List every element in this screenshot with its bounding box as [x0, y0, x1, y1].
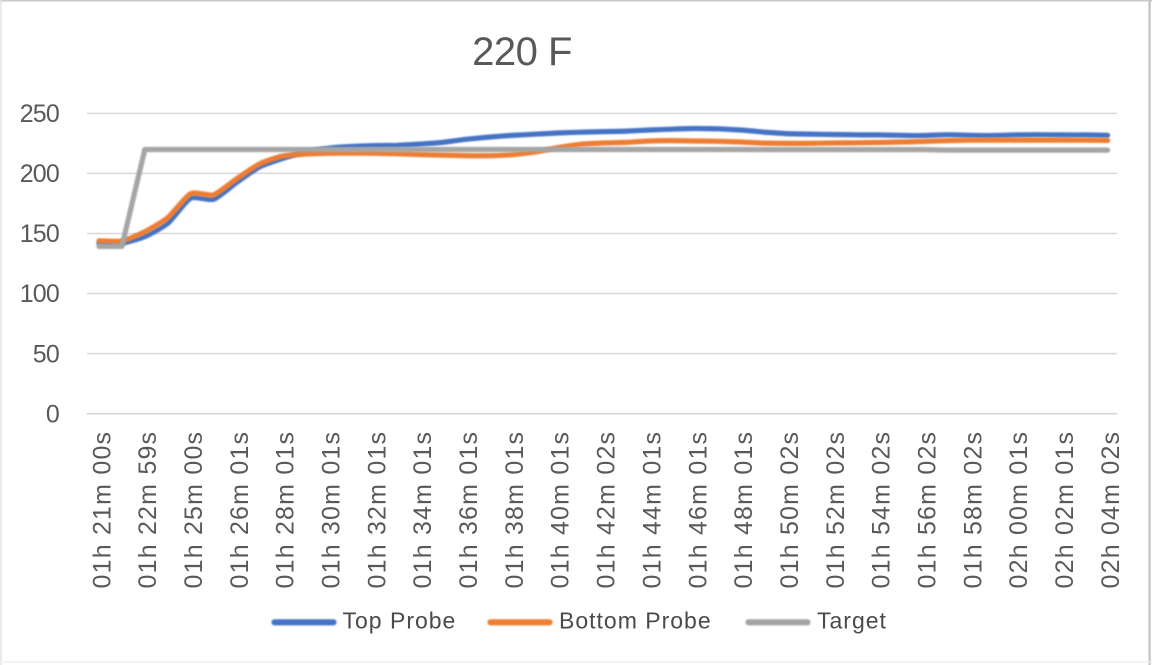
svg-text:02h 04m 02s: 02h 04m 02s — [1097, 431, 1125, 589]
svg-text:01h 52m 02s: 01h 52m 02s — [822, 431, 850, 589]
svg-text:220 F: 220 F — [472, 30, 572, 74]
svg-text:01h 56m 02s: 01h 56m 02s — [914, 431, 942, 589]
svg-text:02h 02m 01s: 02h 02m 01s — [1051, 431, 1079, 589]
svg-text:01h 54m 02s: 01h 54m 02s — [868, 431, 896, 589]
svg-text:100: 100 — [20, 280, 59, 308]
svg-text:01h 44m 01s: 01h 44m 01s — [638, 431, 666, 589]
svg-text:200: 200 — [20, 160, 59, 188]
svg-text:Bottom Probe: Bottom Probe — [559, 607, 712, 633]
svg-text:01h 22m 59s: 01h 22m 59s — [134, 431, 162, 589]
svg-text:01h 38m 01s: 01h 38m 01s — [501, 431, 529, 589]
svg-text:50: 50 — [33, 340, 59, 368]
svg-text:150: 150 — [20, 220, 59, 248]
svg-text:01h 26m 01s: 01h 26m 01s — [226, 431, 254, 589]
svg-text:Top Probe: Top Probe — [343, 607, 457, 633]
svg-text:01h 25m 00s: 01h 25m 00s — [180, 431, 208, 589]
svg-text:01h 48m 01s: 01h 48m 01s — [730, 431, 758, 589]
svg-text:01h 36m 01s: 01h 36m 01s — [455, 431, 483, 589]
svg-text:01h 34m 01s: 01h 34m 01s — [409, 431, 437, 589]
svg-text:Target: Target — [817, 607, 887, 633]
svg-text:01h 42m 02s: 01h 42m 02s — [593, 431, 621, 589]
svg-text:01h 58m 02s: 01h 58m 02s — [959, 431, 987, 589]
svg-text:0: 0 — [46, 400, 59, 428]
svg-text:02h 00m 01s: 02h 00m 01s — [1005, 431, 1033, 589]
svg-text:01h 21m 00s: 01h 21m 00s — [88, 431, 116, 589]
svg-text:01h 32m 01s: 01h 32m 01s — [363, 431, 391, 589]
svg-text:250: 250 — [20, 100, 59, 128]
svg-text:01h 40m 01s: 01h 40m 01s — [547, 431, 575, 589]
svg-text:01h 30m 01s: 01h 30m 01s — [318, 431, 346, 589]
svg-text:01h 50m 02s: 01h 50m 02s — [776, 431, 804, 589]
svg-text:01h 28m 01s: 01h 28m 01s — [272, 431, 300, 589]
svg-text:01h 46m 01s: 01h 46m 01s — [684, 431, 712, 589]
